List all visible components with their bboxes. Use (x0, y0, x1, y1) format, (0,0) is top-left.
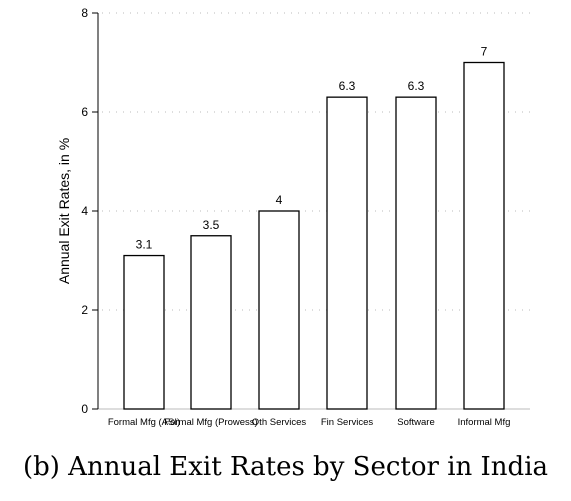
data-labels: 3.1 3.5 4 6.3 6.3 7 (136, 45, 488, 252)
x-tick-label: Software (397, 417, 435, 428)
x-tick-label: Informal Mfg (458, 417, 511, 428)
gridlines (98, 12, 530, 410)
data-label: 7 (481, 45, 488, 59)
bar (190, 235, 232, 410)
bars (123, 61, 505, 410)
bar (326, 96, 368, 410)
data-label: 3.5 (203, 218, 220, 232)
bar (123, 254, 165, 410)
y-axis: 0 2 4 6 8 (81, 6, 99, 416)
y-tick-label: 8 (81, 6, 88, 20)
y-tick-label: 2 (81, 303, 88, 317)
data-label: 3.1 (136, 238, 153, 252)
y-tick-label: 0 (81, 402, 88, 416)
y-tick-label: 4 (81, 204, 88, 218)
x-tick-label: Formal Mfg (Prowess) (164, 417, 257, 428)
y-tick-label: 6 (81, 105, 88, 119)
x-tick-label: Oth Services (252, 417, 307, 428)
figure-caption: (b) Annual Exit Rates by Sector in India (22, 452, 549, 482)
x-tick-label: Formal Mfg (ASI) (108, 417, 180, 428)
bar (463, 61, 505, 410)
x-axis-tick-labels: Formal Mfg (ASI)Formal Mfg (Prowess)Oth … (108, 417, 511, 428)
data-label: 6.3 (408, 79, 425, 93)
y-axis-label: Annual Exit Rates, in % (56, 138, 72, 284)
data-label: 4 (276, 193, 283, 207)
bar (258, 210, 300, 410)
data-label: 6.3 (339, 79, 356, 93)
x-tick-label: Fin Services (321, 417, 374, 428)
bar (395, 96, 437, 410)
